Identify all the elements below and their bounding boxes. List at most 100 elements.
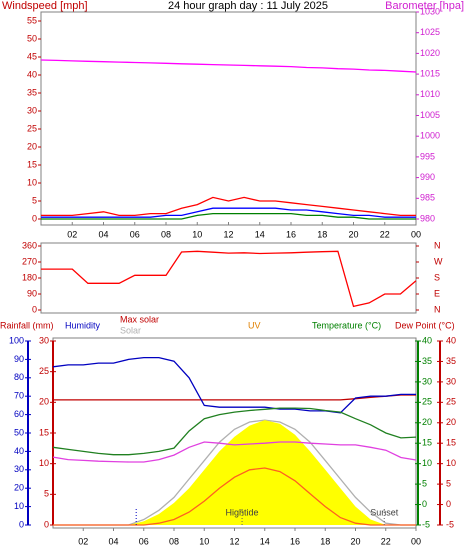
y-tick-label: 25 <box>422 397 432 407</box>
y-tick-label: 55 <box>27 15 37 25</box>
x-tick-label: 12 <box>223 229 233 239</box>
y-tick-label: 60 <box>14 409 24 419</box>
series-line <box>41 250 417 308</box>
x-tick-label: 14 <box>255 229 265 239</box>
y-tick-label: 10 <box>39 458 49 468</box>
y-tick-label: 100 <box>9 335 24 345</box>
y-tick-label: 30 <box>39 335 49 345</box>
y-tick-label: 0 <box>32 213 37 223</box>
series-line <box>53 467 416 526</box>
x-tick-label: 10 <box>199 536 209 546</box>
y-tick-label: 10 <box>422 458 432 468</box>
y-tick-label: 0 <box>44 519 49 529</box>
y-tick-label: 5 <box>446 478 451 488</box>
legend-label: UV <box>248 320 261 330</box>
x-tick-label: 20 <box>348 229 358 239</box>
y2-tick-label: 1025 <box>420 27 440 37</box>
y2-tick-label: E <box>434 288 440 298</box>
x-tick-label: 08 <box>169 536 179 546</box>
x-tick-label: 18 <box>320 536 330 546</box>
y-tick-label: 70 <box>14 391 24 401</box>
series-line <box>40 59 417 73</box>
x-tick-label: 20 <box>350 536 360 546</box>
series-line <box>41 212 416 220</box>
y2-tick-label: 1030 <box>420 6 440 16</box>
y-tick-label: 20 <box>39 397 49 407</box>
x-tick-label: 02 <box>67 229 77 239</box>
y-tick-label: 45 <box>27 51 37 61</box>
y-tick-label: 80 <box>14 372 24 382</box>
y-tick-label: 35 <box>446 356 456 366</box>
axis-label: Dew Point (°C) <box>395 320 455 330</box>
y-tick-label: 20 <box>422 417 432 427</box>
event-label: Hightide <box>226 507 259 517</box>
axis-label: Rainfall (mm) <box>0 320 54 330</box>
x-tick-label: 06 <box>139 536 149 546</box>
y-tick-label: 360 <box>22 240 37 250</box>
y-tick-label: 30 <box>422 376 432 386</box>
series-line <box>41 196 416 217</box>
y-tick-label: 35 <box>422 356 432 366</box>
x-tick-label: 16 <box>286 229 296 239</box>
y2-tick-label: 990 <box>420 172 435 182</box>
area <box>53 420 416 525</box>
y2-tick-label: 985 <box>420 193 435 203</box>
y-tick-label: 5 <box>422 478 427 488</box>
y-tick-label: 15 <box>446 438 456 448</box>
x-tick-label: 06 <box>130 229 140 239</box>
y-tick-label: 0 <box>19 519 24 529</box>
y2-tick-label: 980 <box>420 213 435 223</box>
x-tick-label: 08 <box>161 229 171 239</box>
y-tick-label: 35 <box>27 87 37 97</box>
axis-label: Windspeed [mph] <box>2 0 88 12</box>
y-tick-label: 0 <box>32 304 37 314</box>
y-tick-label: 15 <box>39 427 49 437</box>
y-tick-label: 15 <box>422 438 432 448</box>
x-tick-label: 04 <box>98 229 108 239</box>
y-tick-label: 40 <box>446 335 456 345</box>
y-tick-label: -5 <box>422 519 430 529</box>
y-tick-label: 30 <box>446 376 456 386</box>
series-line <box>52 441 417 463</box>
y2-tick-label: 1010 <box>420 89 440 99</box>
y2-tick-label: 1015 <box>420 68 440 78</box>
y-tick-label: 90 <box>27 288 37 298</box>
legend-label: Solar <box>120 325 141 335</box>
y-tick-label: 50 <box>27 33 37 43</box>
x-tick-label: 00 <box>411 229 421 239</box>
series-line <box>41 207 416 218</box>
y-tick-label: 40 <box>14 446 24 456</box>
axis-label: Barometer [hpa] <box>385 0 464 12</box>
y2-tick-label: N <box>434 240 441 250</box>
y2-tick-label: 1005 <box>420 110 440 120</box>
y-tick-label: 25 <box>39 366 49 376</box>
y-tick-label: -5 <box>446 519 454 529</box>
axis-label: Humidity <box>65 320 101 330</box>
x-tick-label: 00 <box>411 536 421 546</box>
y2-tick-label: S <box>434 272 440 282</box>
y-tick-label: 0 <box>422 499 427 509</box>
y-tick-label: 25 <box>27 123 37 133</box>
legend-label: Max solar <box>120 314 159 324</box>
y-tick-label: 0 <box>446 499 451 509</box>
y-tick-label: 20 <box>27 141 37 151</box>
chart-title: 24 hour graph day : 11 July 2025 <box>168 0 328 12</box>
y-tick-label: 25 <box>446 397 456 407</box>
y2-tick-label: N <box>434 304 441 314</box>
y2-tick-label: W <box>434 256 443 266</box>
y-tick-label: 10 <box>27 177 37 187</box>
y-tick-label: 5 <box>32 195 37 205</box>
y-tick-label: 180 <box>22 272 37 282</box>
y-tick-label: 40 <box>27 69 37 79</box>
event-label: Sunset <box>370 507 399 517</box>
y2-tick-label: 1000 <box>420 131 440 141</box>
y-tick-label: 30 <box>14 464 24 474</box>
y-tick-label: 10 <box>14 501 24 511</box>
y-tick-label: 40 <box>422 335 432 345</box>
y-tick-label: 50 <box>14 427 24 437</box>
y-tick-label: 270 <box>22 256 37 266</box>
x-tick-label: 02 <box>78 536 88 546</box>
x-tick-label: 18 <box>317 229 327 239</box>
y-tick-label: 30 <box>27 105 37 115</box>
